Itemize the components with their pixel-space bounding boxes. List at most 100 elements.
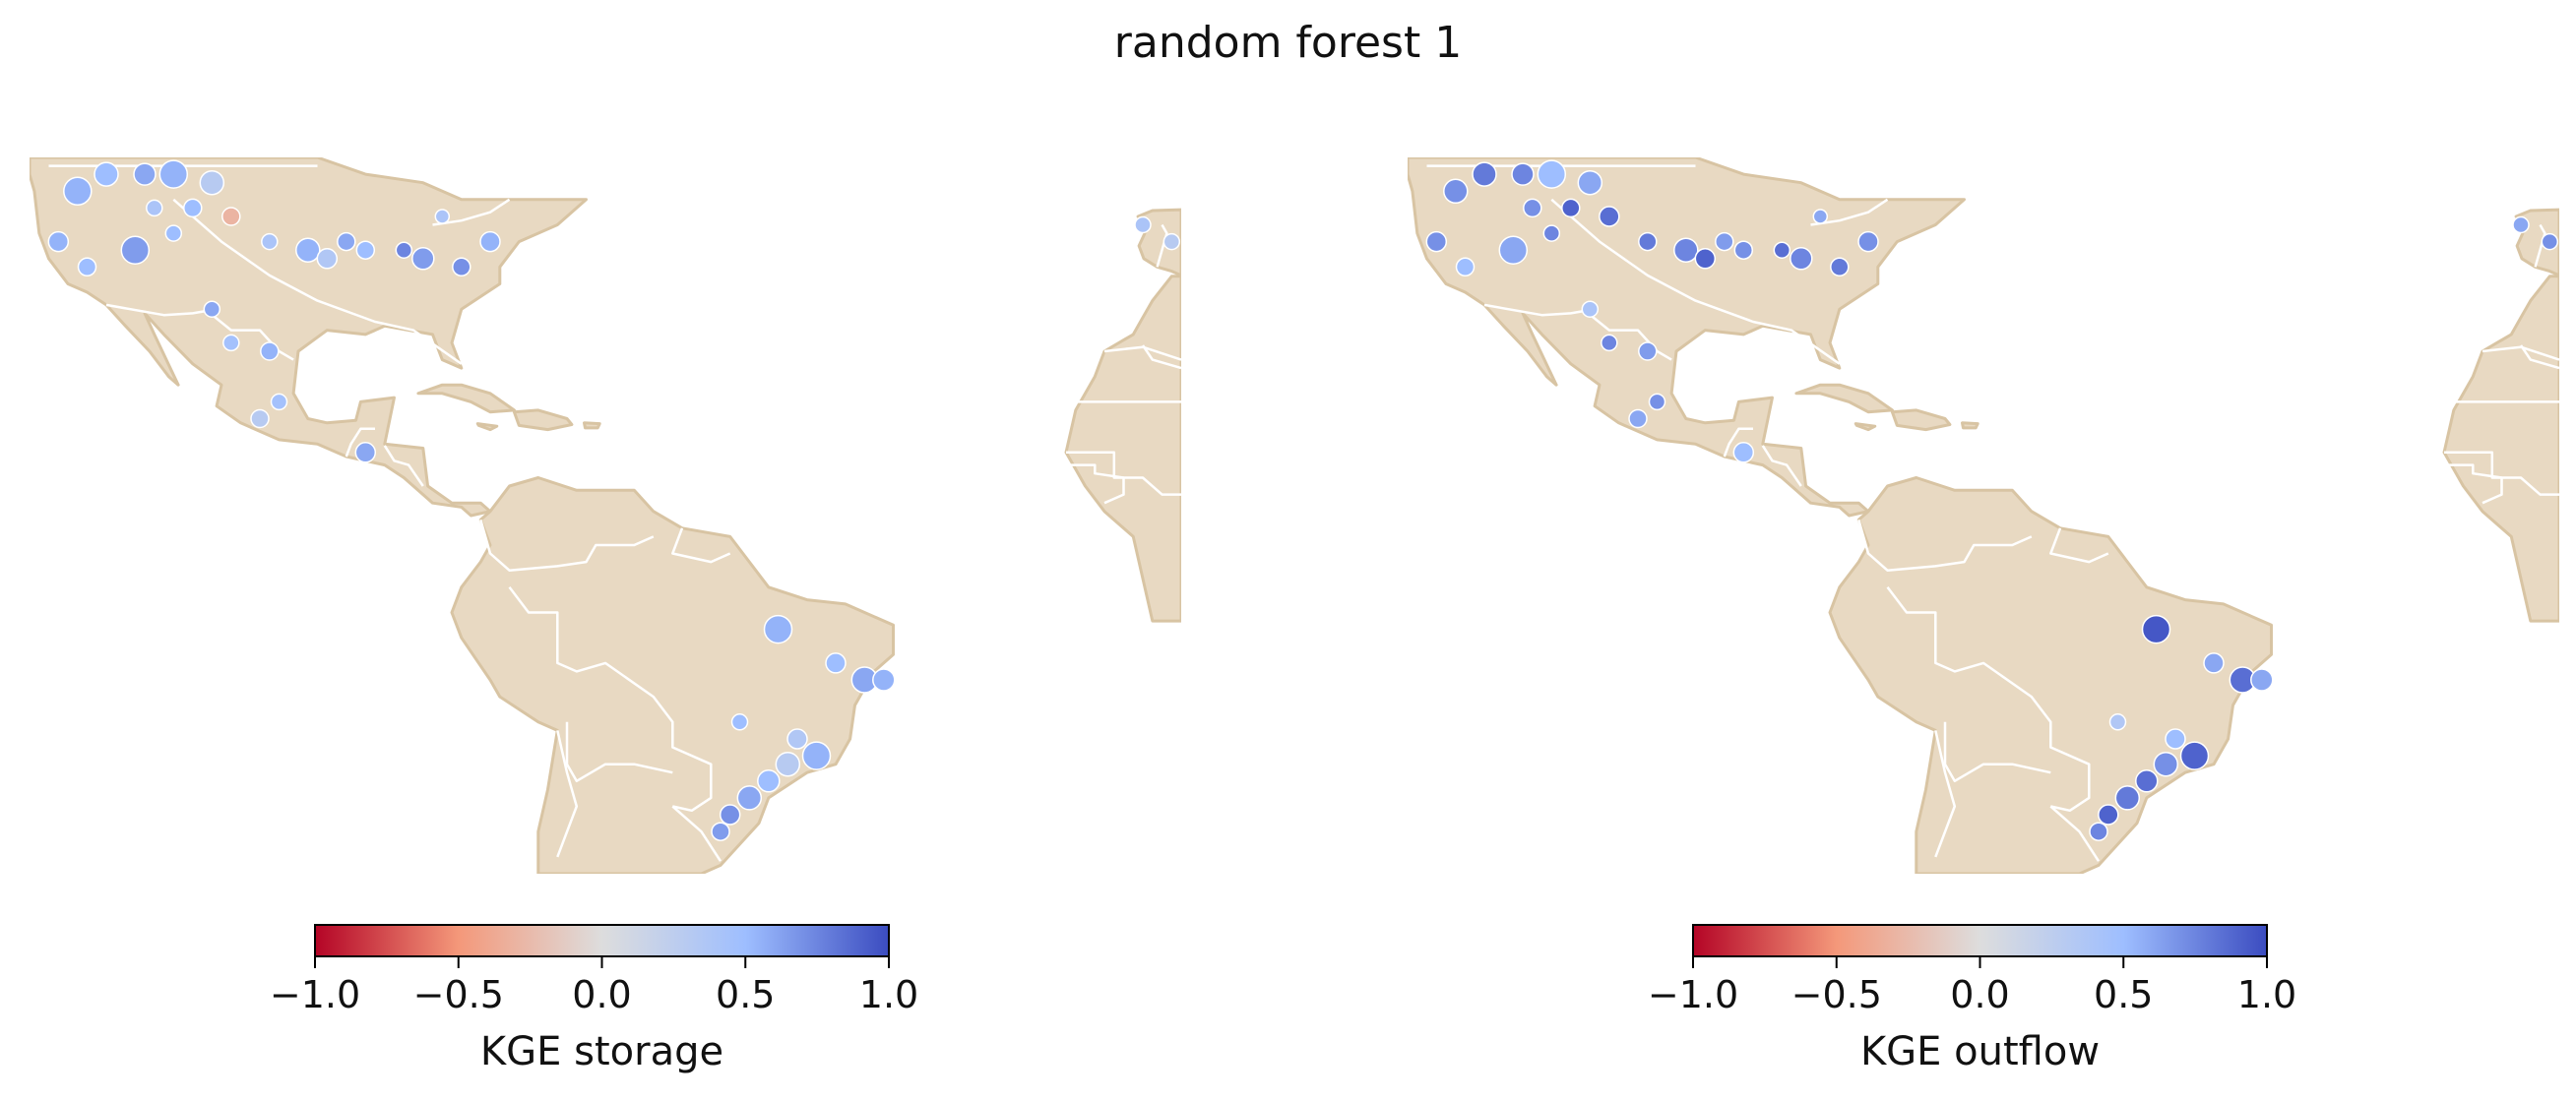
colorbar-tick-label: −1.0 bbox=[270, 973, 360, 1016]
reservoir-point bbox=[270, 393, 288, 411]
reservoir-point bbox=[1733, 240, 1754, 260]
country-border bbox=[508, 586, 713, 813]
reservoir-point bbox=[2153, 751, 2179, 777]
reservoir-point bbox=[203, 300, 221, 318]
landmass bbox=[1961, 421, 1979, 430]
reservoir-point bbox=[411, 247, 435, 271]
reservoir-point bbox=[355, 240, 376, 260]
country-border bbox=[556, 730, 579, 858]
colorbar-label: KGE storage bbox=[480, 1029, 723, 1074]
reservoir-point bbox=[295, 237, 321, 263]
reservoir-point bbox=[260, 341, 280, 361]
reservoir-point bbox=[1790, 247, 1813, 271]
country-border bbox=[1886, 586, 2091, 813]
colorbar-label: KGE outflow bbox=[1860, 1029, 2100, 1074]
reservoir-point bbox=[395, 241, 413, 259]
landmass bbox=[1064, 275, 1181, 623]
country-border bbox=[2444, 451, 2559, 496]
reservoir-point bbox=[354, 442, 377, 463]
reservoir-point bbox=[164, 224, 183, 242]
reservoir-point bbox=[2108, 713, 2127, 731]
reservoir-point bbox=[1523, 198, 1542, 218]
reservoir-point bbox=[2089, 822, 2108, 841]
colorbar-gradient bbox=[314, 924, 890, 957]
landmass bbox=[1408, 157, 1966, 518]
reservoir-point bbox=[2512, 215, 2530, 234]
country-border bbox=[1761, 445, 1802, 487]
reservoir-point bbox=[1425, 230, 1448, 253]
reservoir-point bbox=[1443, 178, 1469, 205]
country-border bbox=[1066, 451, 1181, 496]
reservoir-point bbox=[775, 751, 801, 777]
colorbar-tick-label: 0.0 bbox=[1950, 973, 2009, 1016]
reservoir-point bbox=[1472, 161, 1497, 187]
country-border bbox=[2519, 344, 2559, 370]
reservoir-point bbox=[825, 652, 847, 674]
colorbar-tick-label: 1.0 bbox=[859, 973, 918, 1016]
country-border bbox=[671, 805, 723, 862]
colorbar-tick-label: −1.0 bbox=[1648, 973, 1738, 1016]
country-border bbox=[1857, 519, 2033, 572]
reservoir-point bbox=[1628, 408, 1648, 429]
reservoir-point bbox=[2098, 804, 2119, 826]
reservoir-point bbox=[1673, 237, 1699, 263]
reservoir-point bbox=[1561, 198, 1581, 218]
reservoir-point bbox=[1638, 231, 1658, 252]
reservoir-point bbox=[757, 769, 781, 793]
landmass bbox=[583, 421, 601, 430]
colorbar-tick-label: −0.5 bbox=[1791, 973, 1882, 1016]
landmass bbox=[30, 157, 588, 518]
reservoir-point bbox=[199, 169, 225, 196]
reservoir-point bbox=[1498, 235, 1529, 265]
country-border bbox=[1550, 198, 1841, 365]
map-panel-1 bbox=[30, 157, 1181, 874]
reservoir-point bbox=[1542, 224, 1561, 242]
reservoir-point bbox=[1601, 334, 1618, 352]
reservoir-point bbox=[94, 161, 119, 187]
reservoir-point bbox=[63, 176, 93, 207]
colorbar-2: −1.0 −0.5 0.0 0.5 1.0 KGE outflow bbox=[1648, 924, 2296, 1074]
country-border bbox=[479, 519, 655, 572]
reservoir-point bbox=[261, 232, 279, 251]
reservoir-point bbox=[2165, 728, 2186, 750]
reservoir-point bbox=[2541, 232, 2559, 251]
reservoir-point bbox=[763, 614, 793, 644]
landmass bbox=[450, 476, 895, 874]
reservoir-point bbox=[222, 334, 240, 352]
reservoir-point bbox=[316, 248, 339, 270]
country-border bbox=[2049, 527, 2109, 564]
landmass bbox=[1794, 383, 1894, 414]
reservoir-point bbox=[183, 198, 203, 218]
reservoir-point bbox=[719, 804, 741, 826]
reservoir-point bbox=[2179, 741, 2210, 770]
reservoir-point bbox=[120, 235, 151, 265]
reservoir-point bbox=[786, 728, 808, 750]
reservoir-point bbox=[1134, 215, 1152, 234]
reservoir-point bbox=[1732, 442, 1755, 463]
reservoir-point bbox=[1581, 300, 1600, 318]
reservoir-point bbox=[872, 668, 896, 692]
reservoir-point bbox=[133, 162, 157, 186]
country-border bbox=[2482, 345, 2559, 361]
colorbar-tick-label: 1.0 bbox=[2237, 973, 2296, 1016]
country-border bbox=[2049, 805, 2101, 862]
reservoir-point bbox=[1715, 231, 1734, 252]
colorbar-tick-label: 0.0 bbox=[572, 973, 631, 1016]
colorbar-1: −1.0 −0.5 0.0 0.5 1.0 KGE storage bbox=[270, 924, 918, 1074]
map-panel-2 bbox=[1408, 157, 2559, 874]
reservoir-point bbox=[221, 207, 241, 226]
landmass bbox=[2442, 275, 2559, 623]
country-border bbox=[1141, 344, 1181, 370]
colorbar-gradient bbox=[1692, 924, 2268, 957]
reservoir-point bbox=[250, 408, 270, 429]
reservoir-point bbox=[47, 230, 70, 253]
landmass bbox=[1853, 422, 1877, 432]
reservoir-point bbox=[2135, 769, 2159, 793]
country-border bbox=[432, 198, 511, 226]
reservoir-point bbox=[1638, 341, 1658, 361]
reservoir-point bbox=[146, 199, 163, 217]
country-border bbox=[565, 721, 673, 783]
country-border bbox=[172, 198, 463, 365]
reservoir-point bbox=[1455, 257, 1476, 277]
